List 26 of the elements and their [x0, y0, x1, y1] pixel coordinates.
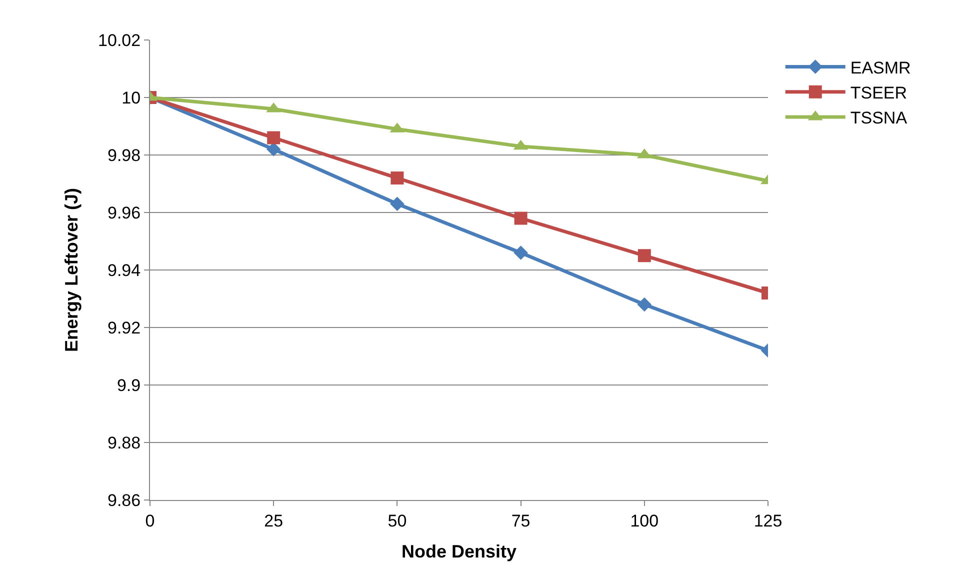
x-tick-label: 125	[754, 511, 782, 530]
point	[514, 212, 528, 225]
y-axis-title: Energy Leftover (J)	[61, 188, 82, 352]
x-tick-label: 50	[388, 511, 407, 530]
y-tick-label: 9.94	[108, 260, 141, 280]
point	[514, 246, 528, 260]
x-tick-label: 75	[511, 511, 530, 530]
point	[390, 196, 404, 212]
x-tick-label: 100	[630, 511, 659, 530]
y-tick-label: 9.96	[108, 203, 141, 222]
legend-label: TSSNA	[850, 108, 908, 128]
point	[266, 142, 281, 156]
point	[267, 131, 280, 144]
x-tick-label: 0	[145, 511, 155, 530]
point	[390, 172, 404, 184]
y-tick-label: 9.86	[108, 490, 141, 510]
legend-label: EASMR	[850, 58, 911, 78]
y-tick-label: 10.02	[98, 30, 141, 50]
x-axis-title: Node Density	[401, 542, 517, 562]
y-tick-label: 9.92	[108, 318, 141, 338]
y-tick-label: 9.88	[108, 433, 141, 452]
legend-label: TSEER	[850, 83, 908, 102]
y-tick-label: 9.98	[108, 146, 141, 165]
y-tick-label: 10	[122, 88, 141, 108]
x-tick-label: 25	[264, 511, 284, 530]
y-tick-label: 9.9	[116, 376, 141, 395]
